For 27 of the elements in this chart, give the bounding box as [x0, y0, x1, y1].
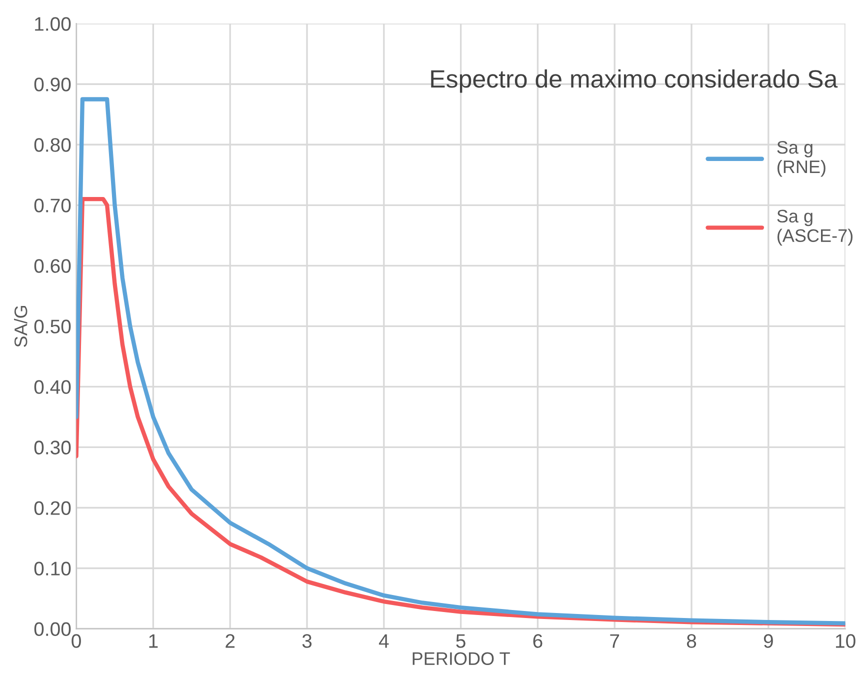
x-tick-label: 9 — [764, 634, 773, 648]
x-tick-label: 5 — [456, 634, 466, 648]
legend-label: Sa g (ASCE-7) — [777, 210, 853, 246]
x-tick-label: 4 — [378, 634, 389, 648]
x-tick-label: 7 — [610, 634, 620, 648]
x-tick-label: 1 — [149, 634, 158, 648]
y-tick-label: 0.10 — [34, 562, 71, 576]
y-tick-label: 1.00 — [35, 17, 71, 31]
y-tick-label: 0.60 — [34, 259, 71, 273]
x-tick-label: 6 — [533, 634, 542, 648]
x-tick-label: 2 — [226, 634, 235, 648]
y-tick-label: 0.40 — [34, 380, 71, 394]
x-tick-label: 3 — [302, 634, 312, 648]
y-tick-label: 0.30 — [34, 440, 71, 454]
legend-label: Sa g (RNE) — [777, 140, 826, 177]
y-tick-label: 0.70 — [34, 198, 71, 212]
x-tick-label: 10 — [836, 634, 856, 648]
y-tick-label: 0.00 — [34, 622, 71, 636]
y-tick-label: 0.90 — [34, 78, 71, 92]
y-tick-label: 0.80 — [34, 138, 71, 152]
y-tick-label: 0.20 — [34, 501, 71, 515]
x-tick-label: 8 — [686, 634, 696, 648]
text: Espectro de maximo considerado Sa — [431, 69, 838, 93]
x-axis-title: PERIODO T — [412, 652, 510, 666]
y-tick-label: 0.50 — [34, 320, 71, 334]
y-axis-title: SA/G — [14, 306, 28, 347]
x-tick-label: 0 — [72, 634, 81, 648]
